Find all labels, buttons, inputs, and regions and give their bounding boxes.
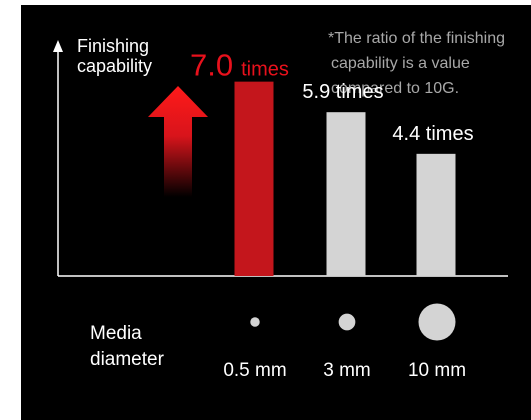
footnote-line-3: compared to 10G. bbox=[331, 80, 459, 97]
x-axis-label-line-1: Media bbox=[90, 323, 142, 344]
bar-0-5mm bbox=[234, 81, 274, 276]
value-label-0-5mm: 7.0 times bbox=[190, 48, 289, 83]
axis-arrow-icon bbox=[53, 40, 63, 52]
media-dot-10mm bbox=[418, 303, 456, 341]
bar-3mm bbox=[326, 112, 366, 276]
footnote-line-2: capability is a value bbox=[331, 55, 470, 72]
value-label-unit: times bbox=[241, 59, 289, 81]
value-label-number: 7.0 bbox=[190, 48, 233, 83]
x-axis-label-line-2: diameter bbox=[90, 349, 165, 370]
value-label-3mm: 5.9 times bbox=[302, 81, 383, 103]
value-label-10mm: 4.4 times bbox=[392, 123, 473, 145]
y-axis-label-line-2: capability bbox=[77, 56, 152, 76]
up-arrow-icon bbox=[148, 86, 208, 197]
footnote-line-1: *The ratio of the finishing bbox=[328, 30, 505, 47]
category-label-0-5mm: 0.5 mm bbox=[223, 360, 286, 381]
media-dot-3mm bbox=[338, 313, 356, 331]
category-label-10mm: 10 mm bbox=[408, 360, 466, 381]
bar-10mm bbox=[416, 153, 456, 276]
category-label-3mm: 3 mm bbox=[323, 360, 371, 381]
media-dot-0-5mm bbox=[250, 317, 260, 327]
y-axis-label-line-1: Finishing bbox=[77, 36, 149, 56]
